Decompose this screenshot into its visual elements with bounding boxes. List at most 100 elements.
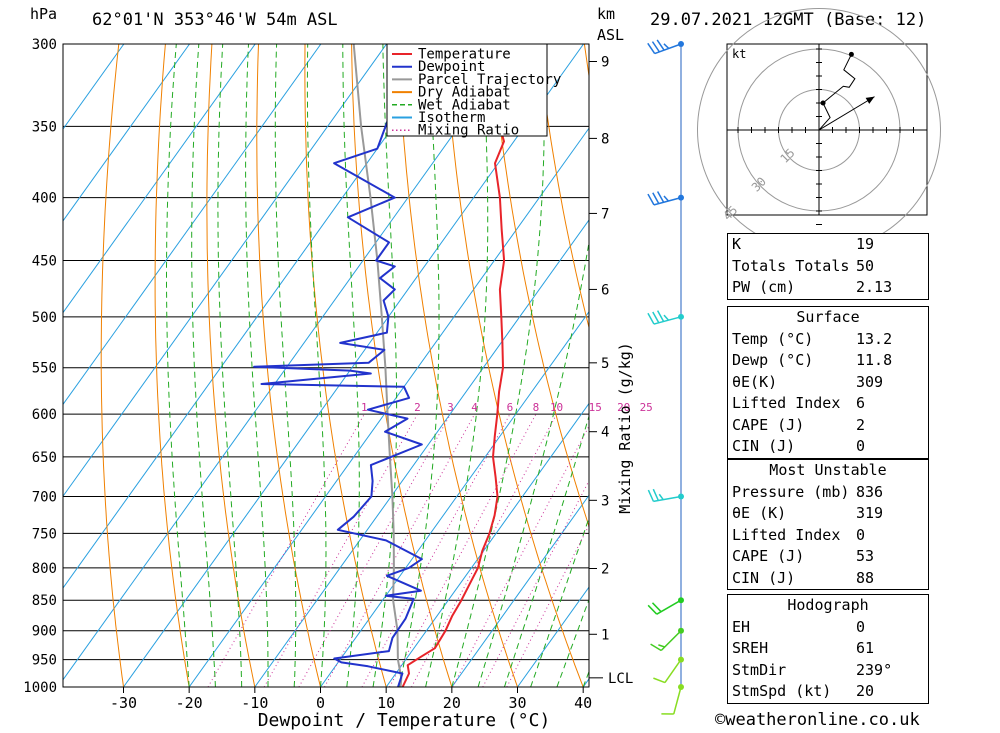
axes: 3003504004505005506006507007508008509009… <box>23 37 653 712</box>
info-value: 20 <box>856 682 875 700</box>
dry-adiabat <box>304 44 387 687</box>
info-label: θE (K) <box>732 504 787 522</box>
hodograph-top-point <box>848 51 854 57</box>
isotherm <box>63 44 387 498</box>
info-value: 61 <box>856 639 875 657</box>
isotherm <box>451 494 589 687</box>
surface-panel: Surface Temp (°C) 13.2 Dewp (°C) 11.8 θE(K) 3… <box>727 306 929 459</box>
temperature-line <box>401 44 506 687</box>
info-label: CIN (J) <box>732 437 796 455</box>
info-value: 19 <box>856 235 875 253</box>
wet-adiabat-lines <box>166 44 589 687</box>
info-value: 2.13 <box>856 278 893 296</box>
pressure-tick-label: 300 <box>32 37 57 53</box>
dewpoint-profile <box>253 44 423 687</box>
x-tick-label: 0 <box>316 694 325 712</box>
pressure-tick-label: 650 <box>32 450 57 466</box>
hodograph-panel: Hodograph EH 0 SREH 61 StmDir 239° StmSpd (kt)… <box>727 594 929 704</box>
pressure-tick-label: 950 <box>32 653 57 669</box>
info-label: Temp (°C) <box>732 329 814 348</box>
x-tick-label: -10 <box>241 694 268 712</box>
info-label: PW (cm) <box>732 278 796 296</box>
wet-adiabat <box>503 414 589 687</box>
dry-adiabat <box>490 44 589 528</box>
isotherm <box>63 44 322 406</box>
mixing-ratio-label: 10 <box>550 401 563 414</box>
info-value: 50 <box>856 256 875 275</box>
pressure-tick-label: 800 <box>32 561 57 577</box>
wind-barb <box>647 191 682 206</box>
pressure-tick-label: 350 <box>32 119 57 135</box>
info-row: Totals Totals 50 <box>728 256 928 278</box>
dry-adiabat <box>444 44 584 687</box>
wet-adiabat <box>191 44 216 687</box>
storm-motion-arrowhead <box>865 96 875 104</box>
pressure-tick-label: 450 <box>32 254 57 270</box>
info-value: 13.2 <box>856 329 893 348</box>
x-tick-label: 30 <box>508 694 526 712</box>
pressure-tick-label: 550 <box>32 361 57 377</box>
info-row: StmDir 239° <box>728 660 928 682</box>
plot-frame <box>62 43 590 688</box>
info-label: CIN (J) <box>732 568 796 587</box>
info-row: PW (cm) 2.13 <box>728 277 928 299</box>
mixing-ratio-lines <box>207 413 589 687</box>
storm-motion-vector <box>818 96 875 131</box>
wind-barb <box>647 488 682 503</box>
wet-adiabat <box>274 44 297 687</box>
legend-label: Wet Adiabat <box>418 97 511 113</box>
info-row: CIN (J) 88 <box>728 568 928 590</box>
info-row: StmSpd (kt) 20 <box>728 681 928 703</box>
x-tick-label: -30 <box>110 694 137 712</box>
info-row: EH 0 <box>728 617 928 639</box>
mixing-ratio-line <box>263 413 418 687</box>
wet-adiabat <box>166 44 190 687</box>
info-row: Temp (°C) 13.2 <box>728 329 928 351</box>
dry-adiabat <box>957 44 1000 687</box>
hodograph-unit: kt <box>732 47 746 61</box>
km-tick-label: 6 <box>601 282 609 298</box>
info-value: 11.8 <box>856 351 893 369</box>
info-value: 88 <box>856 568 875 587</box>
hodograph-panel-title: Hodograph <box>787 596 869 614</box>
mixing-ratio-label: 1 <box>361 401 368 414</box>
legend-label: Isotherm <box>418 110 485 126</box>
indices-panel: K 19 Totals Totals 50 PW (cm) 2.13 <box>727 233 929 300</box>
mixing-ratio-label: 4 <box>471 401 478 414</box>
isotherm <box>123 44 584 687</box>
hodograph-mid-point <box>820 100 826 106</box>
legend-label: Mixing Ratio <box>418 123 519 139</box>
pressure-tick-label: 400 <box>32 191 57 207</box>
isotherm <box>385 402 589 687</box>
wet-adiabat <box>530 516 589 687</box>
info-value: 0 <box>856 437 866 455</box>
legend-label: Parcel Trajectory <box>418 72 561 88</box>
dry-adiabat <box>154 44 190 687</box>
dry-adiabat-lines <box>100 44 1000 687</box>
x-tick-label: 40 <box>574 694 592 712</box>
info-row: K 19 <box>728 234 928 256</box>
dewpoint-line <box>253 44 423 687</box>
km-unit: km <box>597 5 616 23</box>
info-value: 0 <box>856 525 866 544</box>
parcel-trajectory <box>352 44 403 687</box>
hpa-unit: hPa <box>30 5 58 23</box>
info-value: 836 <box>856 482 884 501</box>
isotherm <box>63 44 190 222</box>
mixing-ratio-label: 25 <box>640 401 653 414</box>
wind-barb <box>647 310 682 325</box>
info-value: 239° <box>856 660 893 679</box>
wet-adiabat <box>306 44 327 687</box>
info-label: Pressure (mb) <box>732 482 850 501</box>
most-unstable-panel: Most Unstable Pressure (mb) 836 θE (K) 319 L… <box>727 459 929 590</box>
parcel-trajectory-line <box>352 44 403 687</box>
info-row: θE (K) 319 <box>728 503 928 525</box>
temperature-profile <box>401 44 506 687</box>
pressure-tick-label: 900 <box>32 624 57 640</box>
wind-barb <box>653 659 682 684</box>
isotherm <box>63 44 256 314</box>
isotherm <box>188 127 589 687</box>
info-row: Dewp (°C) 11.8 <box>728 350 928 372</box>
pressure-tick-label: 500 <box>32 310 57 326</box>
info-label: Lifted Index <box>732 394 841 412</box>
